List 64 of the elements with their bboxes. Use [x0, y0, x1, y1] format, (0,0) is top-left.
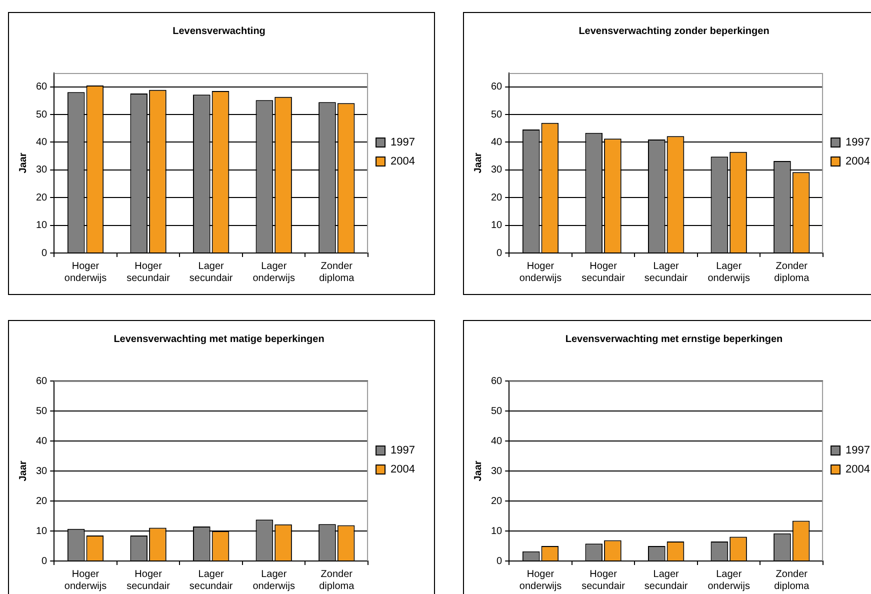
legend-label: 1997 [846, 136, 870, 149]
y-tick-label: 30 [36, 164, 48, 176]
x-tick-label: Lager onderwijs [708, 260, 750, 284]
y-tick-label: 40 [36, 436, 48, 447]
x-tick-label: Hoger onderwijs [64, 568, 107, 592]
x-tick-label: Zonder diploma [319, 568, 355, 592]
chart-title: Levensverwachting met ernstige beperkingen [565, 334, 783, 345]
y-axis-title: Jaar [472, 460, 484, 482]
y-tick-label: 20 [491, 496, 503, 507]
chart-title: Levensverwachting zonder beperkingen [578, 26, 770, 37]
y-tick-label: 30 [491, 164, 503, 176]
chart-title: Levensverwachting met matige beperkingen [114, 334, 324, 345]
y-tick-label: 60 [491, 376, 503, 387]
y-tick-label: 10 [36, 220, 48, 232]
legend-label: 2004 [846, 156, 870, 168]
y-tick-label: 40 [36, 136, 48, 148]
y-tick-label: 40 [491, 136, 503, 148]
y-tick-label: 20 [491, 192, 503, 204]
y-tick-label: 0 [496, 556, 503, 567]
legend-label: 1997 [390, 136, 416, 149]
y-axis-title: Jaar [472, 152, 484, 174]
x-tick-label: Lager onderwijs [252, 260, 295, 284]
x-tick-label: Hoger onderwijs [519, 568, 562, 592]
y-tick-label: 50 [491, 109, 503, 120]
y-tick-label: 10 [36, 526, 48, 537]
y-tick-label: 40 [491, 436, 503, 447]
y-tick-label: 20 [36, 192, 48, 204]
chart-title: Levensverwachting [172, 26, 266, 37]
legend-label: 2004 [846, 464, 870, 476]
x-tick-label: Zonder diploma [319, 260, 355, 284]
x-tick-label: Hoger secundair [126, 260, 171, 284]
y-tick-label: 50 [36, 406, 48, 417]
x-tick-label: Hoger onderwijs [519, 260, 562, 284]
y-tick-label: 10 [491, 220, 503, 232]
x-tick-label: Lager secundair [189, 568, 234, 592]
x-tick-label: Lager secundair [644, 260, 688, 284]
x-tick-label: Hoger secundair [126, 568, 171, 592]
legend-label: 1997 [390, 444, 416, 457]
y-axis-title: Jaar [18, 460, 29, 482]
x-tick-label: Zonder diploma [774, 260, 810, 284]
y-tick-label: 50 [36, 109, 48, 120]
legend-label: 2004 [390, 464, 416, 476]
x-tick-label: Zonder diploma [774, 568, 810, 592]
x-tick-label: Hoger onderwijs [64, 260, 107, 284]
y-tick-label: 20 [36, 496, 48, 507]
legend-label: 1997 [846, 444, 870, 457]
y-tick-label: 60 [36, 376, 48, 387]
y-tick-label: 60 [36, 82, 48, 93]
x-tick-label: Lager onderwijs [708, 568, 750, 592]
x-tick-label: Hoger secundair [582, 568, 626, 592]
legend-label: 2004 [390, 156, 416, 168]
x-tick-label: Hoger secundair [582, 260, 626, 284]
x-tick-label: Lager onderwijs [252, 568, 295, 592]
y-tick-label: 30 [36, 466, 48, 477]
y-tick-label: 0 [42, 556, 48, 567]
y-tick-label: 60 [491, 82, 503, 93]
y-tick-label: 50 [491, 406, 503, 417]
y-tick-label: 0 [496, 248, 503, 259]
y-tick-label: 10 [491, 526, 503, 537]
y-tick-label: 30 [491, 466, 503, 477]
y-tick-label: 0 [42, 248, 48, 259]
y-axis-title: Jaar [18, 152, 29, 174]
x-tick-label: Lager secundair [189, 260, 234, 284]
x-tick-label: Lager secundair [644, 568, 688, 592]
